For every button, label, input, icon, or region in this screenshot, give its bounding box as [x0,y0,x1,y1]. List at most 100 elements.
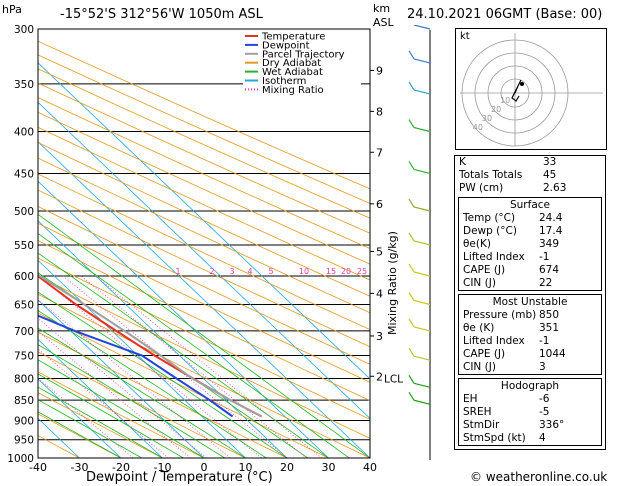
surface-label: Temp (°C) [463,212,516,224]
wind-barb-flag [408,232,415,242]
dry-adiabat-line [38,293,370,458]
surface-row: CAPE (J) 674 [459,264,601,277]
km-tick-label: 7 [376,146,383,159]
surface-label: CAPE (J) [463,264,506,276]
wind-barb [413,25,431,30]
wind-barb [408,263,431,277]
pressure-tick-label: 1000 [7,453,34,465]
index-row: K 33 [455,156,605,169]
wind-barb [408,318,431,332]
hodograph-stat-value: -6 [539,393,550,405]
most-unstable-row: CIN (J) 3 [459,361,601,374]
skewt-axes: 1 2 3 4 5 10 15 20 25300350400450500550600650700… [7,24,403,474]
wind-barb-staff [413,240,431,246]
datetime-title: 24.10.2021 06GMT (Base: 00) [407,7,603,22]
most-unstable-value: -1 [539,335,550,347]
temperature-tick-label: -10 [154,461,172,474]
dry-adiabat-line [38,68,370,219]
mixing-ratio-line [62,275,288,458]
dry-adiabat-line [38,54,370,204]
wind-barb [408,198,431,212]
km-tick-label: 3 [376,330,383,343]
index-label: Totals Totals [459,169,523,181]
index-label: PW (cm) [459,182,504,194]
hodograph-unit: kt [460,31,470,42]
hodograph-ring-label: 20 [491,105,501,114]
wind-barb-staff [413,299,431,306]
location-title: -15°52'S 312°56'W 1050m ASL [60,7,263,22]
most-unstable-value: 351 [539,322,560,334]
hodograph-stat-value: 4 [539,432,546,444]
pressure-tick-label: 350 [14,79,34,91]
wind-barbs-column [408,25,431,460]
wind-barb-flag [408,347,415,357]
most-unstable-label: CIN (J) [463,361,496,373]
index-value: 2.63 [543,182,567,194]
most-unstable-value: 1044 [539,348,566,360]
asl-unit-label: ASL [373,16,394,29]
surface-label: Lifted Index [463,251,525,263]
pressure-tick-label: 300 [14,24,34,36]
hodograph-stat-label: SREH [463,406,492,418]
temperature-tick-label: 40 [363,461,377,474]
surface-label: Dewp (°C) [463,225,517,237]
mixing-ratio-label: 1 [175,267,180,276]
dry-adiabat-line [38,82,370,234]
temperature-tick-label: -40 [29,461,47,474]
wind-barb-staff [413,382,431,388]
dry-adiabat-line [38,126,370,281]
surface-row: Temp (°C) 24.4 [459,212,601,225]
pressure-tick-label: 650 [14,300,34,312]
wind-barb-staff [413,326,431,332]
pressure-tick-label: 400 [14,127,34,139]
mixing-ratio-label: 5 [268,267,273,276]
wind-barb-staff [413,355,431,361]
wet-adiabat-line [38,386,163,458]
legend-label: Mixing Ratio [262,85,324,96]
wind-barb-staff [413,126,431,133]
mixing-ratio-label: 4 [247,267,252,276]
mixing-ratio-label: 15 [326,267,336,276]
surface-label: CIN (J) [463,277,496,289]
dry-adiabat-line [38,40,370,190]
legend-label: Dewpoint [262,40,310,51]
wet-adiabat-line [38,213,370,458]
dry-adiabat-line [38,97,370,250]
km-tick-label: 6 [376,198,383,211]
temperature-tick-label: 30 [322,461,336,474]
wind-barb [408,119,431,133]
most-unstable-row: CAPE (J) 1044 [459,348,601,361]
most-unstable-value: 3 [539,361,546,373]
surface-value: 17.4 [539,225,563,237]
legend-label: Dry Adiabat [262,58,321,69]
pressure-tick-label: 850 [14,395,34,407]
surface-value: 24.4 [539,212,563,224]
hodograph-stat-label: StmSpd (kt) [463,432,526,444]
wind-barb [408,161,431,175]
wind-barb-flag [408,318,415,328]
wind-barb [408,81,431,95]
dry-adiabat-line [38,157,370,314]
mixing-ratio-line [38,299,231,458]
pressure-tick-label: 800 [14,373,34,385]
wind-barb [408,347,431,361]
km-unit-label: km [373,2,391,15]
index-row: PW (cm) 2.63 [455,182,605,195]
temperature-tick-label: -30 [71,461,89,474]
dry-adiabat-line [38,240,370,402]
dry-adiabat-line [38,371,205,458]
dry-adiabat-line [38,257,370,420]
dry-adiabat-line [38,331,288,458]
wind-barb-flag [408,81,415,91]
hodograph-stat-row: EH -6 [459,393,601,406]
index-label: K [459,156,466,168]
wind-barb-staff [413,271,431,277]
dry-adiabat-line [38,189,370,348]
pressure-tick-label: 700 [14,326,34,338]
hodograph-trace [511,79,522,102]
legend-label: Temperature [261,32,325,43]
hodograph-stat-row: StmDir 336° [459,419,601,432]
pressure-tick-label: 600 [14,271,34,283]
legend-box [243,30,361,92]
